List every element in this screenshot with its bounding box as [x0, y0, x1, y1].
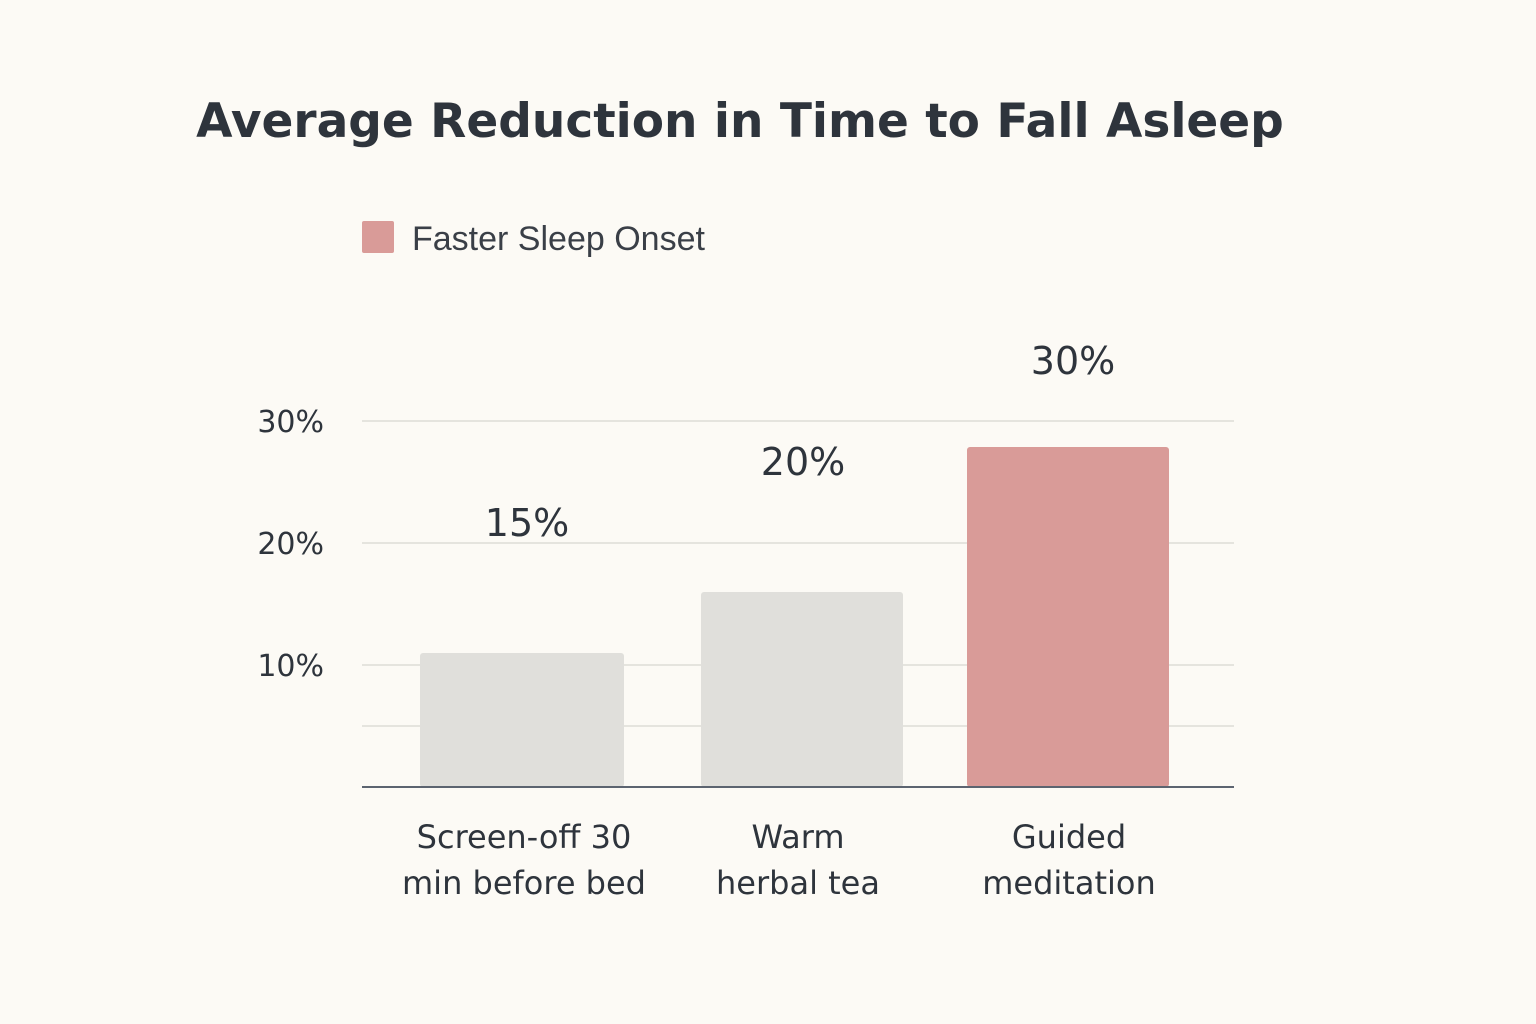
bar-value-label: 20%	[761, 440, 845, 484]
legend-label: Faster Sleep Onset	[412, 220, 705, 258]
bars	[420, 447, 1169, 787]
chart-title: Average Reduction in Time to Fall Asleep	[196, 94, 1284, 149]
bar-value-label: 30%	[1031, 339, 1115, 383]
bar	[967, 447, 1169, 787]
legend: Faster Sleep Onset	[362, 220, 705, 258]
legend-swatch	[362, 221, 394, 253]
y-tick-label: 30%	[257, 405, 324, 440]
category-labels: Screen-off 30 min before bed Warm herbal te…	[402, 818, 1156, 902]
category-label: Warm herbal tea	[716, 818, 880, 902]
category-label: Guided meditation	[982, 818, 1156, 902]
category-label: Screen-off 30 min before bed	[402, 818, 646, 902]
data-labels: 15% 20% 30%	[485, 339, 1115, 545]
bar	[420, 653, 624, 787]
y-axis-ticks: 10% 20% 30%	[257, 405, 324, 684]
y-tick-label: 20%	[257, 527, 324, 562]
y-tick-label: 10%	[257, 649, 324, 684]
bar-value-label: 15%	[485, 501, 569, 545]
bar	[701, 592, 903, 787]
